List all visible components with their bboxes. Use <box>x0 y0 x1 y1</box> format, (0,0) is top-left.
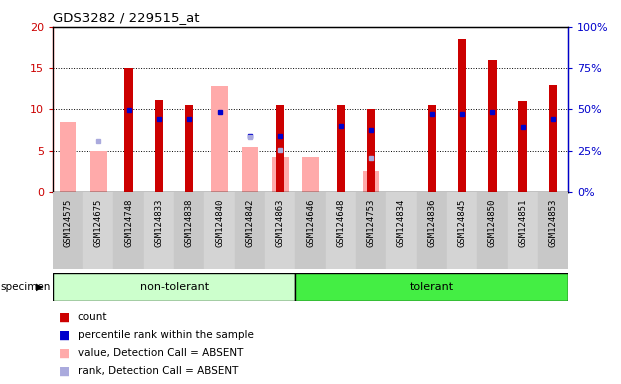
Bar <box>458 39 466 192</box>
Bar <box>447 192 478 269</box>
Bar <box>235 192 265 269</box>
Bar <box>488 60 497 192</box>
Bar <box>519 101 527 192</box>
Bar <box>53 273 296 301</box>
Text: count: count <box>78 312 107 322</box>
Text: GSM124853: GSM124853 <box>548 198 558 247</box>
Text: GSM124834: GSM124834 <box>397 198 406 247</box>
Bar <box>185 105 194 192</box>
Text: GSM124845: GSM124845 <box>458 198 466 247</box>
Bar <box>83 192 114 269</box>
Bar <box>363 171 379 192</box>
Bar <box>337 105 345 192</box>
Text: ■: ■ <box>59 328 70 341</box>
Bar <box>356 192 386 269</box>
Text: GSM124833: GSM124833 <box>155 198 163 247</box>
Text: ■: ■ <box>59 346 70 359</box>
Bar <box>60 122 76 192</box>
Bar <box>174 192 204 269</box>
Bar <box>427 105 436 192</box>
Bar <box>265 192 296 269</box>
Bar <box>478 192 507 269</box>
Text: specimen: specimen <box>1 282 51 292</box>
Text: GSM124748: GSM124748 <box>124 198 133 247</box>
Bar <box>302 157 319 192</box>
Bar <box>325 192 356 269</box>
Text: GSM124675: GSM124675 <box>94 198 102 247</box>
Bar <box>155 99 163 192</box>
Text: ▶: ▶ <box>36 282 43 292</box>
Bar <box>296 273 568 301</box>
Bar <box>538 192 568 269</box>
Text: GSM124753: GSM124753 <box>366 198 376 247</box>
Bar <box>417 192 447 269</box>
Text: rank, Detection Call = ABSENT: rank, Detection Call = ABSENT <box>78 366 238 376</box>
Bar <box>124 68 133 192</box>
Text: non-tolerant: non-tolerant <box>140 282 209 292</box>
Bar <box>242 147 258 192</box>
Bar <box>143 192 174 269</box>
Bar <box>296 192 325 269</box>
Text: GSM124840: GSM124840 <box>215 198 224 247</box>
Bar <box>367 109 375 192</box>
Bar <box>204 192 235 269</box>
Bar <box>90 151 107 192</box>
Text: GSM124851: GSM124851 <box>519 198 527 247</box>
Bar <box>276 105 284 192</box>
Bar <box>549 85 557 192</box>
Text: GSM124863: GSM124863 <box>276 198 284 247</box>
Text: GSM124648: GSM124648 <box>337 198 345 247</box>
Text: value, Detection Call = ABSENT: value, Detection Call = ABSENT <box>78 348 243 358</box>
Text: ■: ■ <box>59 364 70 377</box>
Text: GSM124836: GSM124836 <box>427 198 437 247</box>
Bar <box>507 192 538 269</box>
Text: GSM124575: GSM124575 <box>63 198 73 247</box>
Bar <box>211 86 228 192</box>
Text: percentile rank within the sample: percentile rank within the sample <box>78 330 253 340</box>
Text: tolerant: tolerant <box>410 282 454 292</box>
Text: GSM124646: GSM124646 <box>306 198 315 247</box>
Text: ■: ■ <box>59 310 70 323</box>
Bar <box>386 192 417 269</box>
Text: GDS3282 / 229515_at: GDS3282 / 229515_at <box>53 12 199 25</box>
Bar <box>114 192 143 269</box>
Bar <box>272 157 289 192</box>
Text: GSM124850: GSM124850 <box>488 198 497 247</box>
Text: GSM124838: GSM124838 <box>184 198 194 247</box>
Text: GSM124842: GSM124842 <box>245 198 255 247</box>
Bar <box>53 192 83 269</box>
